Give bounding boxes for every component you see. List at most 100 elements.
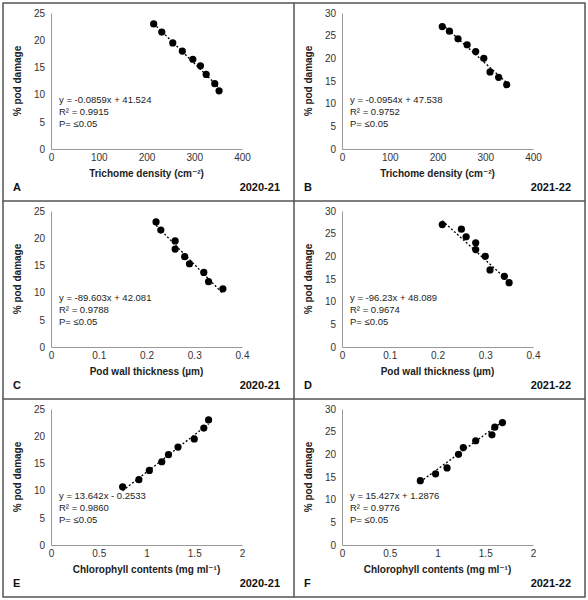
tick-label: 15 (34, 260, 46, 271)
point (482, 253, 489, 260)
tick-label: 15 (325, 472, 337, 483)
axis-line (52, 149, 243, 150)
axis-line (51, 212, 52, 348)
point (439, 221, 446, 228)
tick-label: 0 (340, 350, 346, 361)
panel-year: 2021-22 (531, 181, 571, 193)
tick: 0.1 (92, 347, 106, 361)
annotation: R² = 0.9788 (59, 304, 109, 315)
tick-label: 5 (39, 315, 45, 326)
panel: 00.10.20.30.40510152025Pod wall thicknes… (3, 201, 294, 399)
tick: 0 (340, 545, 346, 559)
annotation: P= ≤0.05 (59, 118, 97, 129)
tick: 100 (91, 149, 108, 163)
point (200, 424, 207, 431)
panel: 00.511.52051015202530Chlorophyll content… (294, 399, 585, 597)
tick-label: 1 (144, 548, 150, 559)
tick-label: 10 (34, 89, 46, 100)
point (486, 266, 493, 273)
annotation: y = -0.0859x + 41.524 (59, 94, 151, 105)
tick: 0 (330, 144, 342, 155)
tick-label: 0 (39, 540, 45, 551)
tick-label: 0.2 (431, 350, 445, 361)
panel-year: 2020-21 (240, 379, 280, 391)
tick: 0.5 (92, 545, 106, 559)
tick-label: 30 (325, 404, 337, 415)
tick: 15 (325, 76, 342, 87)
marks (439, 221, 513, 287)
tick-label: 25 (325, 426, 337, 437)
tick: 200 (139, 149, 156, 163)
annotation: P= ≤0.05 (59, 316, 97, 327)
tick: 15 (325, 274, 342, 285)
panel: 00.511.520510152025Chlorophyll contents … (3, 399, 294, 597)
tick: 25 (34, 404, 51, 415)
tick: 300 (186, 149, 203, 163)
figure: 01002003004000510152025Trichome density … (0, 0, 588, 600)
annotation: y = 15.427x + 1.2876 (350, 490, 439, 501)
tick: 30 (325, 404, 342, 415)
trend-line (156, 225, 223, 293)
tick: 10 (34, 485, 51, 496)
x-axis-title: Chlorophyll contents (mg ml⁻¹) (73, 564, 221, 575)
tick-label: 0.1 (92, 350, 106, 361)
point (165, 451, 172, 458)
marks (417, 419, 506, 484)
tick-label: 5 (330, 121, 336, 132)
point (172, 245, 179, 252)
tick-label: 20 (34, 233, 46, 244)
tick: 1 (435, 545, 441, 559)
tick: 30 (325, 206, 342, 217)
x-axis-title: Trichome density (cm⁻²) (89, 168, 204, 179)
point (480, 55, 487, 62)
tick: 2 (240, 545, 246, 559)
point (432, 470, 439, 477)
tick: 5 (330, 121, 342, 132)
tick-label: 0.5 (383, 548, 397, 559)
panel: 0100200300400051015202530Trichome densit… (294, 3, 585, 201)
tick-label: 0.1 (383, 350, 397, 361)
tick: 400 (525, 149, 542, 163)
point (174, 443, 181, 450)
tick: 10 (34, 89, 51, 100)
tick: 20 (325, 53, 342, 64)
tick: 0.4 (236, 347, 250, 361)
point (158, 458, 165, 465)
tick-label: 5 (39, 513, 45, 524)
tick-label: 0 (330, 342, 336, 353)
tick-label: 0.4 (236, 350, 250, 361)
trend-line (420, 422, 502, 482)
tick: 1 (144, 545, 150, 559)
plot: 01002003004000510152025Trichome density … (12, 8, 251, 179)
tick-label: 200 (430, 152, 447, 163)
tick: 0 (39, 342, 51, 353)
panel-border (294, 201, 585, 399)
y-axis: 051015202530 (325, 404, 343, 551)
annotation: y = -0.0954x + 47.538 (350, 94, 442, 105)
tick-label: 0 (340, 548, 346, 559)
tick: 0 (49, 347, 55, 361)
point (152, 218, 159, 225)
x-axis-title: Pod wall thickness (µm) (90, 366, 204, 377)
point (506, 279, 513, 286)
annotation: R² = 0.9776 (350, 502, 400, 513)
tick-label: 15 (34, 62, 46, 73)
tick: 0 (49, 149, 55, 163)
tick-label: 30 (325, 8, 337, 19)
tick-label: 25 (325, 30, 337, 41)
point (472, 239, 479, 246)
tick-label: 25 (325, 228, 337, 239)
tick: 0.2 (140, 347, 154, 361)
x-axis: 00.10.20.30.4 (49, 347, 250, 361)
tick: 25 (325, 426, 342, 437)
panel-year: 2020-21 (240, 181, 280, 193)
tick-label: 20 (325, 53, 337, 64)
x-axis-title: Trichome density (cm⁻²) (380, 168, 495, 179)
tick: 200 (430, 149, 447, 163)
tick: 25 (325, 30, 342, 41)
point (189, 56, 196, 63)
tick-label: 0 (49, 152, 55, 163)
tick: 15 (34, 458, 51, 469)
tick: 0 (340, 149, 346, 163)
tick-label: 0.2 (140, 350, 154, 361)
